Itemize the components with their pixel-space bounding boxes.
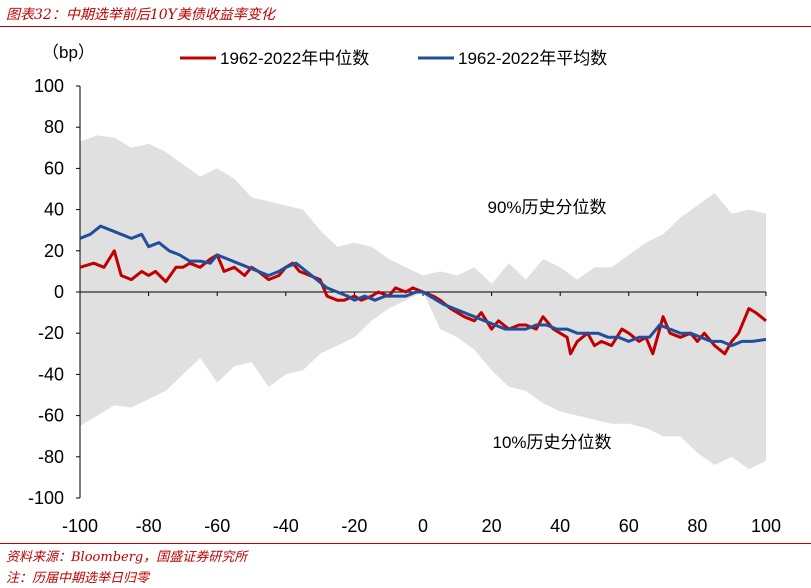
mean-series-line — [79, 224, 767, 348]
y-tick-label: -80 — [38, 447, 64, 467]
x-tick-label: -40 — [273, 516, 299, 536]
y-tick-label: 40 — [44, 200, 64, 220]
source-note: 资料来源：Bloomberg，国盛证券研究所 — [6, 550, 248, 565]
y-tick-label: 100 — [34, 76, 64, 96]
x-tick-label: 100 — [751, 516, 781, 536]
source-rule — [0, 543, 811, 544]
x-tick-label: 20 — [482, 516, 502, 536]
band-upper-label: 90%历史分位数 — [487, 198, 606, 217]
percentile-band — [80, 135, 766, 470]
axis-layer: 100 80 60 40 20 0 -20 -40 -60 -80 -100 -100 -80 -60 -4… — [28, 76, 781, 536]
x-tick-label: 0 — [418, 516, 428, 536]
y-tick-label: 20 — [44, 241, 64, 261]
title-rule — [0, 26, 811, 27]
x-tick-label: -100 — [62, 516, 98, 536]
legend-label: 1962-2022年平均数 — [458, 49, 607, 68]
percentile-band-layer — [80, 135, 766, 470]
legend-label: 1962-2022年中位数 — [220, 49, 369, 68]
x-tick-label: 60 — [619, 516, 639, 536]
y-tick-label: -60 — [38, 406, 64, 426]
y-tick-label: -20 — [38, 323, 64, 343]
x-tick-label: 80 — [687, 516, 707, 536]
legend: 1962-2022年中位数 1962-2022年平均数 — [180, 49, 607, 68]
footnote: 注：历届中期选举日归零 — [6, 571, 150, 586]
y-tick-label: 80 — [44, 117, 64, 137]
y-tick-label: 60 — [44, 158, 64, 178]
y-axis-label: （bp） — [42, 43, 95, 62]
y-tick-label: 0 — [54, 282, 64, 302]
x-tick-label: -20 — [341, 516, 367, 536]
x-tick-label: -80 — [136, 516, 162, 536]
y-tick-label: -100 — [28, 488, 64, 508]
x-tick-label: -60 — [204, 516, 230, 536]
median-series-line — [79, 249, 767, 356]
band-lower-label: 10%历史分位数 — [492, 433, 611, 452]
y-tick-label: -40 — [38, 364, 64, 384]
series-layer — [79, 224, 767, 356]
x-tick-label: 40 — [550, 516, 570, 536]
figure-title: 图表32：中期选举前后10Y美债收益率变化 — [6, 7, 275, 23]
